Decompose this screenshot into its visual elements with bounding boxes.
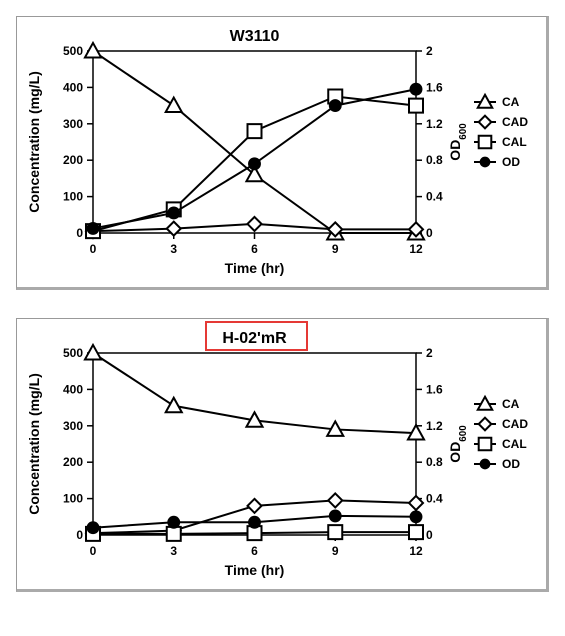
chart-panel-h02mr: 0 3 6 9 12 Time (hr) 0 100 200 300 400 500 Concentra… xyxy=(16,318,549,592)
svg-text:400: 400 xyxy=(63,382,83,396)
svg-text:0.4: 0.4 xyxy=(426,492,443,506)
svg-text:Concentration (mg/L): Concentration (mg/L) xyxy=(26,373,42,515)
figure: 036912Time (hr)0100200300400500Concentra… xyxy=(16,16,549,592)
svg-text:9: 9 xyxy=(332,242,339,256)
svg-text:500: 500 xyxy=(63,346,83,360)
svg-text:1.2: 1.2 xyxy=(426,117,443,131)
svg-text:0.8: 0.8 xyxy=(426,455,443,469)
chart-svg: 0 3 6 9 12 Time (hr) 0 100 200 300 400 500 Concentra… xyxy=(21,23,546,281)
svg-text:6: 6 xyxy=(251,242,258,256)
svg-text:CA: CA xyxy=(502,95,520,109)
svg-text:500: 500 xyxy=(63,44,83,58)
svg-text:CA: CA xyxy=(502,397,520,411)
svg-text:3: 3 xyxy=(170,242,177,256)
chart-svg: 0 3 6 9 12 Time (hr) 0 100 200 300 400 500 Concentra… xyxy=(21,325,546,583)
svg-text:Time (hr): Time (hr) xyxy=(225,562,285,578)
svg-text:12: 12 xyxy=(409,544,423,558)
svg-text:100: 100 xyxy=(63,190,83,204)
svg-text:0: 0 xyxy=(90,242,97,256)
svg-text:CAD: CAD xyxy=(502,417,528,431)
svg-text:200: 200 xyxy=(63,153,83,167)
svg-text:0: 0 xyxy=(426,226,433,240)
svg-text:OD: OD xyxy=(502,155,520,169)
svg-text:OD600: OD600 xyxy=(447,123,469,161)
svg-text:6: 6 xyxy=(251,544,258,558)
svg-text:1.2: 1.2 xyxy=(426,419,443,433)
svg-text:CAD: CAD xyxy=(502,115,528,129)
svg-text:400: 400 xyxy=(63,80,83,94)
svg-text:100: 100 xyxy=(63,492,83,506)
svg-text:0.4: 0.4 xyxy=(426,190,443,204)
svg-text:CAL: CAL xyxy=(502,135,527,149)
svg-text:OD: OD xyxy=(502,457,520,471)
svg-text:2: 2 xyxy=(426,346,433,360)
svg-text:9: 9 xyxy=(332,544,339,558)
svg-text:300: 300 xyxy=(63,117,83,131)
chart-title: W3110 xyxy=(230,28,280,45)
svg-text:0: 0 xyxy=(426,528,433,542)
svg-text:1.6: 1.6 xyxy=(426,80,443,94)
svg-text:Concentration (mg/L): Concentration (mg/L) xyxy=(26,71,42,213)
svg-text:2: 2 xyxy=(426,44,433,58)
svg-text:200: 200 xyxy=(63,455,83,469)
svg-text:0: 0 xyxy=(76,528,83,542)
chart-panel-w3110: 0 3 6 9 12 Time (hr) 0 100 200 300 400 500 Concentra… xyxy=(16,16,549,290)
svg-text:300: 300 xyxy=(63,419,83,433)
svg-text:0.8: 0.8 xyxy=(426,153,443,167)
svg-text:12: 12 xyxy=(409,242,423,256)
svg-text:0: 0 xyxy=(90,544,97,558)
svg-text:CAL: CAL xyxy=(502,437,527,451)
chart-title: H-02'mR xyxy=(222,330,287,347)
svg-text:OD600: OD600 xyxy=(447,425,469,463)
svg-text:Time (hr): Time (hr) xyxy=(225,260,285,276)
svg-text:0: 0 xyxy=(76,226,83,240)
svg-text:3: 3 xyxy=(170,544,177,558)
svg-text:1.6: 1.6 xyxy=(426,382,443,396)
